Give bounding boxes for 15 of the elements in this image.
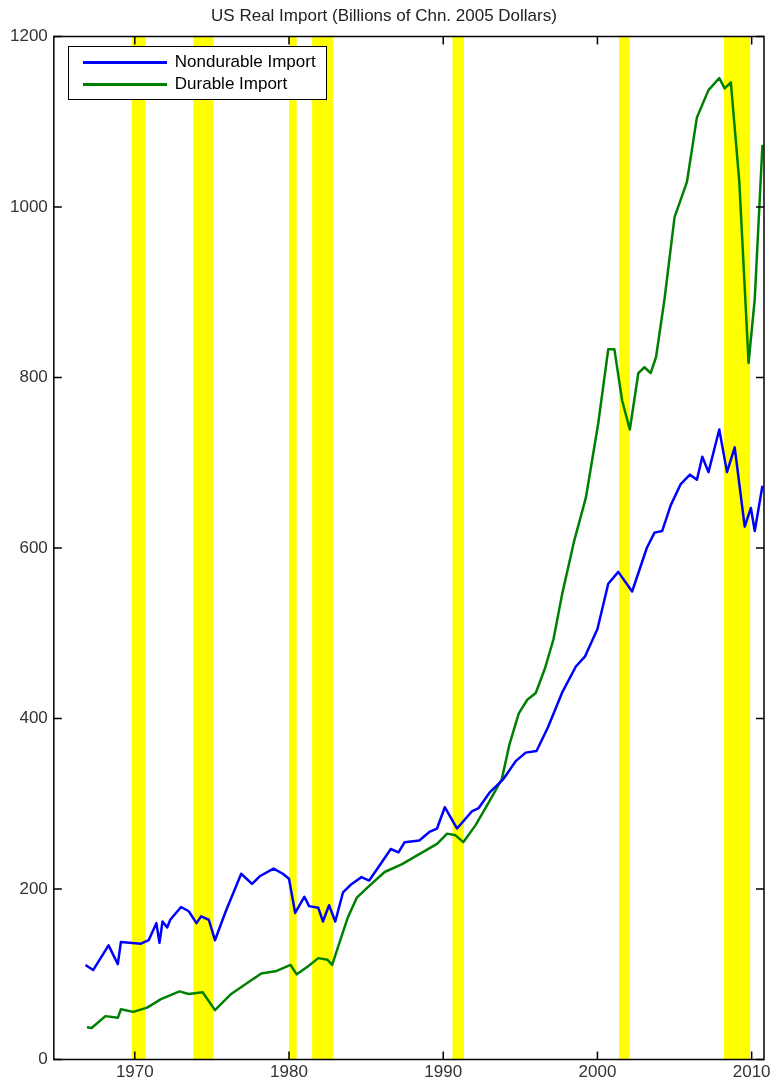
x-tick-label: 1980 xyxy=(270,1062,308,1082)
chart-title: US Real Import (Billions of Chn. 2005 Dollars) xyxy=(211,5,557,25)
y-tick-label: 400 xyxy=(19,708,48,728)
y-tick-label: 1200 xyxy=(9,26,48,46)
y-tick-label: 0 xyxy=(38,1049,48,1069)
legend-label: Durable Import xyxy=(174,73,288,96)
y-tick-label: 600 xyxy=(19,537,48,557)
x-tick-label: 1970 xyxy=(115,1062,154,1082)
y-tick-label: 800 xyxy=(19,367,48,387)
y-tick-label: 1000 xyxy=(9,196,48,216)
x-tick-label: 2010 xyxy=(732,1062,771,1082)
x-tick-label: 1990 xyxy=(424,1062,463,1082)
y-tick-label: 200 xyxy=(19,878,48,898)
legend-label: Nondurable Import xyxy=(174,51,316,74)
x-tick-label: 2000 xyxy=(578,1062,617,1082)
